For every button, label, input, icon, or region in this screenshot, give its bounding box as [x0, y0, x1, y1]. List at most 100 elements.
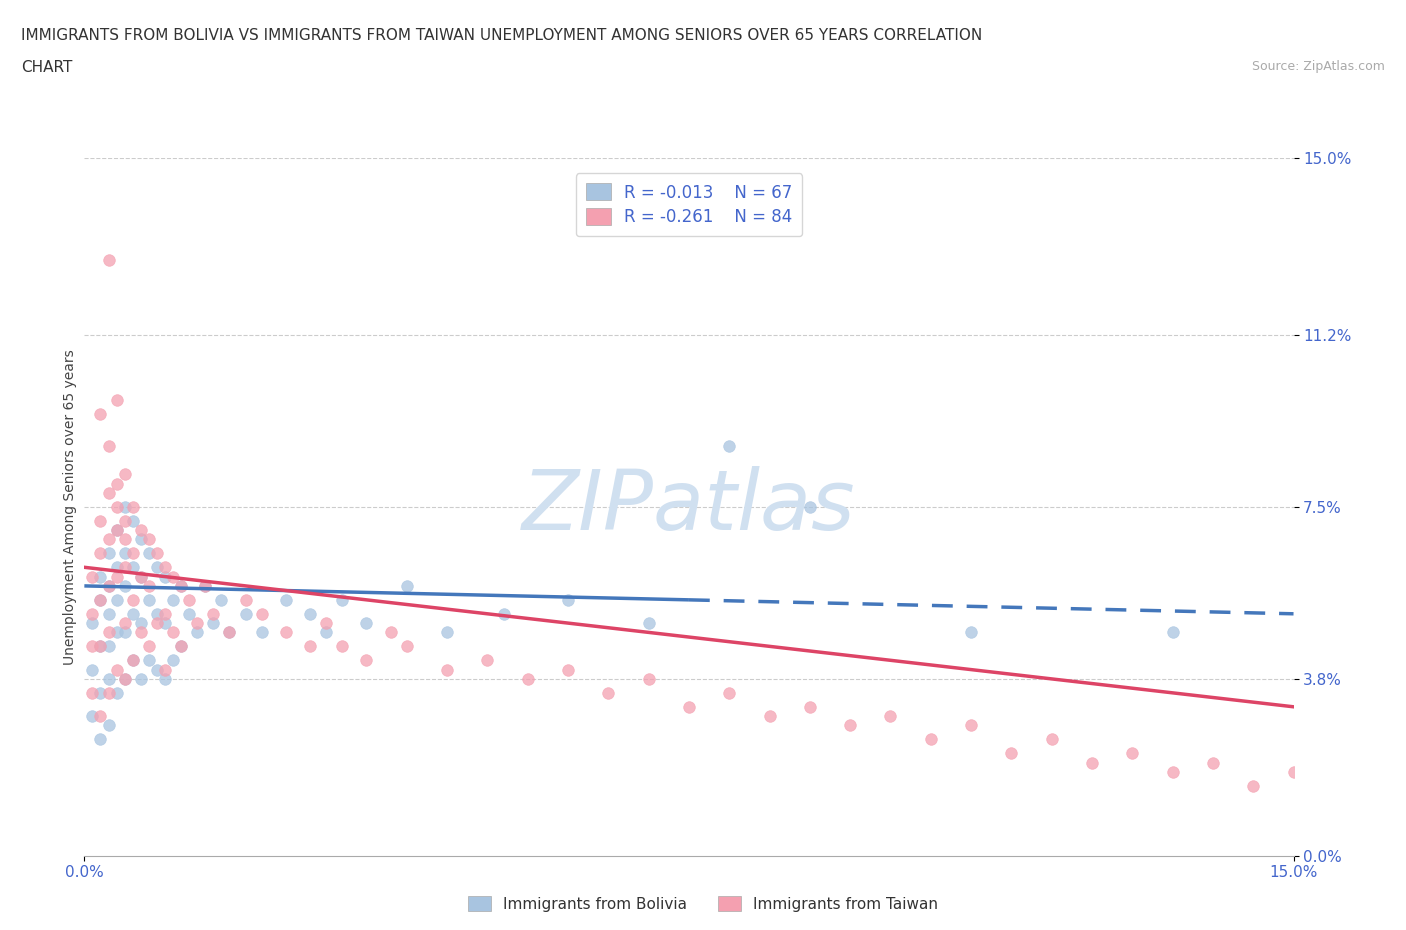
Point	[129, 523, 152, 538]
Point	[89, 709, 111, 724]
Point	[356, 616, 378, 631]
Point	[89, 732, 111, 747]
Point	[330, 592, 353, 607]
Text: CHART: CHART	[21, 60, 73, 75]
Point	[557, 662, 579, 677]
Point	[89, 569, 111, 584]
Point	[89, 513, 111, 528]
Point	[97, 718, 120, 733]
Point	[97, 546, 120, 561]
Point	[839, 718, 862, 733]
Point	[97, 532, 120, 547]
Point	[97, 671, 120, 686]
Point	[105, 685, 128, 700]
Point	[114, 671, 136, 686]
Point	[162, 625, 184, 640]
Point	[1241, 778, 1264, 793]
Point	[179, 592, 201, 607]
Point	[121, 653, 143, 668]
Point	[82, 662, 104, 677]
Point	[637, 616, 659, 631]
Point	[718, 439, 741, 454]
Point	[960, 625, 983, 640]
Point	[97, 625, 120, 640]
Point	[97, 485, 120, 500]
Point	[82, 606, 104, 621]
Point	[315, 616, 337, 631]
Point	[492, 606, 515, 621]
Point	[121, 560, 143, 575]
Point	[129, 616, 152, 631]
Text: ZIPatlas: ZIPatlas	[522, 466, 856, 548]
Point	[436, 625, 458, 640]
Point	[105, 476, 128, 491]
Point	[114, 532, 136, 547]
Point	[97, 439, 120, 454]
Point	[114, 467, 136, 482]
Point	[114, 616, 136, 631]
Point	[218, 625, 240, 640]
Point	[89, 685, 111, 700]
Point	[153, 606, 176, 621]
Point	[153, 560, 176, 575]
Point	[121, 592, 143, 607]
Point	[114, 625, 136, 640]
Point	[250, 606, 273, 621]
Point	[114, 546, 136, 561]
Point	[202, 616, 225, 631]
Point	[146, 560, 169, 575]
Point	[1040, 732, 1063, 747]
Text: Source: ZipAtlas.com: Source: ZipAtlas.com	[1251, 60, 1385, 73]
Point	[299, 639, 322, 654]
Point	[89, 592, 111, 607]
Point	[557, 592, 579, 607]
Point	[235, 606, 257, 621]
Point	[960, 718, 983, 733]
Point	[105, 625, 128, 640]
Point	[97, 685, 120, 700]
Point	[138, 532, 160, 547]
Point	[114, 513, 136, 528]
Point	[121, 513, 143, 528]
Point	[1161, 625, 1184, 640]
Point	[129, 569, 152, 584]
Point	[395, 639, 418, 654]
Point	[186, 616, 208, 631]
Legend: Immigrants from Bolivia, Immigrants from Taiwan: Immigrants from Bolivia, Immigrants from…	[463, 889, 943, 918]
Point	[97, 578, 120, 593]
Text: IMMIGRANTS FROM BOLIVIA VS IMMIGRANTS FROM TAIWAN UNEMPLOYMENT AMONG SENIORS OVE: IMMIGRANTS FROM BOLIVIA VS IMMIGRANTS FR…	[21, 28, 983, 43]
Point	[153, 569, 176, 584]
Point	[1282, 764, 1305, 779]
Point	[678, 699, 700, 714]
Y-axis label: Unemployment Among Seniors over 65 years: Unemployment Among Seniors over 65 years	[63, 349, 77, 665]
Point	[89, 639, 111, 654]
Point	[121, 499, 143, 514]
Point	[162, 592, 184, 607]
Point	[82, 685, 104, 700]
Point	[170, 639, 193, 654]
Point	[114, 578, 136, 593]
Point	[121, 606, 143, 621]
Point	[299, 606, 322, 621]
Point	[129, 625, 152, 640]
Point	[129, 532, 152, 547]
Point	[146, 662, 169, 677]
Point	[138, 639, 160, 654]
Point	[170, 639, 193, 654]
Point	[121, 653, 143, 668]
Point	[1202, 755, 1225, 770]
Point	[129, 671, 152, 686]
Point	[162, 569, 184, 584]
Point	[97, 578, 120, 593]
Point	[209, 592, 232, 607]
Point	[1121, 746, 1143, 761]
Point	[114, 499, 136, 514]
Point	[170, 578, 193, 593]
Point	[105, 592, 128, 607]
Point	[758, 709, 780, 724]
Point	[105, 560, 128, 575]
Point	[105, 569, 128, 584]
Point	[146, 616, 169, 631]
Point	[97, 606, 120, 621]
Point	[89, 546, 111, 561]
